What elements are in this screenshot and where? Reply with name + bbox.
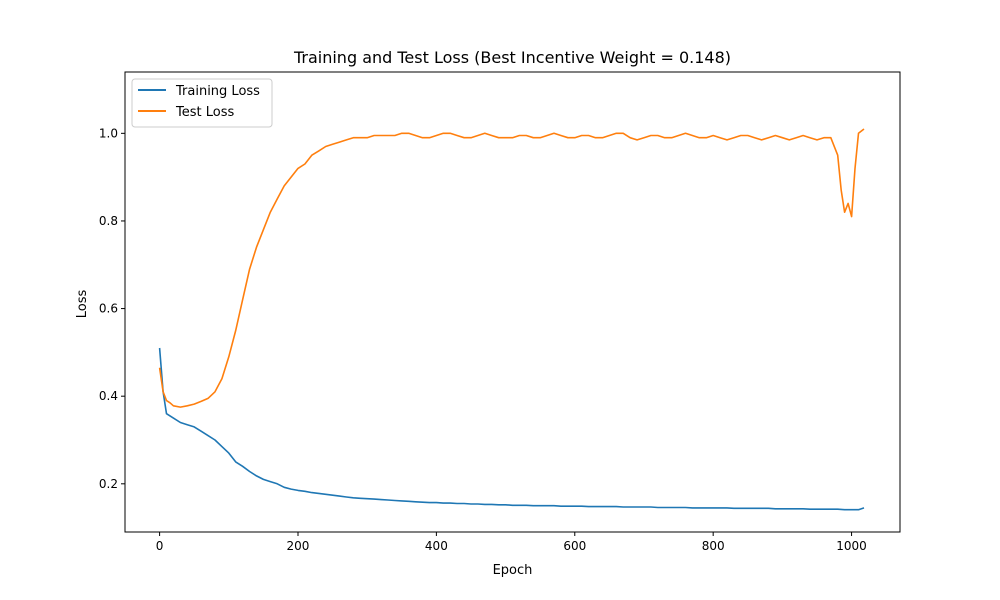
x-tick-label: 600 <box>563 539 586 553</box>
plot-frame <box>124 71 901 533</box>
legend: Training Loss Test Loss <box>131 78 273 128</box>
x-axis-label: Epoch <box>493 563 533 578</box>
x-tick-label: 0 <box>156 539 164 553</box>
y-tick-label: 0.8 <box>99 214 118 228</box>
y-tick-label: 0.4 <box>99 389 118 403</box>
y-axis-ticks: 0.2 0.4 0.6 0.8 1.0 <box>99 126 125 491</box>
x-tick-label: 400 <box>425 539 448 553</box>
series-lines <box>158 128 865 511</box>
x-axis-ticks: 0 200 400 600 800 1000 <box>156 532 867 553</box>
chart-title: Training and Test Loss (Best Incentive W… <box>293 48 731 67</box>
y-tick-label: 0.2 <box>99 477 118 491</box>
x-tick-label: 800 <box>702 539 725 553</box>
y-tick-label: 1.0 <box>99 126 118 140</box>
y-tick-label: 0.6 <box>99 302 118 316</box>
training-loss-line <box>158 347 865 511</box>
test-loss-line <box>158 128 865 408</box>
x-tick-label: 200 <box>287 539 310 553</box>
legend-box <box>131 78 273 128</box>
legend-label-training: Training Loss <box>175 84 260 99</box>
legend-label-test: Test Loss <box>175 105 234 120</box>
y-axis-label: Loss <box>75 290 90 319</box>
x-tick-label: 1000 <box>836 539 867 553</box>
